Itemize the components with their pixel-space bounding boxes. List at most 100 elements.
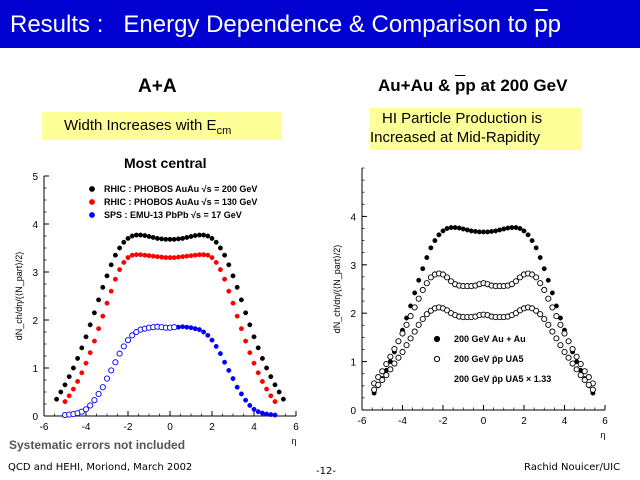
left-data-point — [238, 326, 244, 332]
right-data-point — [529, 238, 535, 244]
right-data-point — [577, 372, 584, 379]
right-legend-entry: 200 GeV p̄p UA5 × 1.33 — [454, 374, 551, 384]
right-data-point — [545, 321, 552, 328]
left-data-point — [268, 374, 274, 380]
left-data-point — [129, 332, 136, 339]
right-data-point — [379, 376, 386, 384]
left-data-point — [205, 252, 211, 258]
left-data-point — [125, 235, 131, 241]
left-data-point — [243, 338, 249, 344]
left-data-point — [75, 378, 81, 384]
right-data-point — [415, 295, 422, 302]
right-data-point — [448, 278, 455, 285]
left-data-point — [100, 313, 106, 319]
left-data-point — [209, 337, 215, 343]
right-data-point — [416, 277, 422, 283]
left-data-point — [142, 233, 148, 238]
left-data-point — [188, 234, 194, 239]
right-data-point — [509, 225, 515, 230]
left-data-point — [117, 245, 123, 251]
right-y-tick-label: 3 — [350, 261, 356, 272]
right-chart: -6 -4 -2 0 2 4 6 0 1 2 3 4 η dN_ch/dη/(⟨N_part⟩/2) 200… — [332, 167, 608, 440]
left-data-point — [133, 252, 139, 258]
left-data-point — [138, 232, 144, 238]
left-data-point — [230, 300, 236, 306]
right-data-point — [436, 232, 442, 238]
right-y-tick-label: 4 — [350, 212, 356, 223]
right-data-point — [516, 274, 524, 281]
left-data-point — [163, 255, 169, 261]
left-data-point — [213, 239, 219, 245]
left-data-point — [247, 350, 253, 356]
right-data-point — [565, 338, 572, 345]
right-x-tick-label: -4 — [398, 416, 407, 427]
left-data-point — [79, 370, 85, 376]
right-legend-entry: 200 GeV Au + Au — [454, 334, 526, 344]
right-data-point — [464, 227, 470, 233]
right-y-tick-label: 0 — [350, 406, 356, 417]
left-data-point — [171, 324, 178, 331]
left-x-tick-label: -4 — [82, 422, 91, 433]
left-series-0 — [54, 232, 286, 402]
left-data-point — [138, 252, 144, 258]
left-data-point — [79, 345, 85, 351]
right-series-2 — [371, 304, 596, 393]
left-data-point — [201, 329, 207, 335]
right-heading-prefix: Au+Au & — [378, 76, 455, 95]
left-y-tick-label: 5 — [32, 172, 38, 183]
left-data-point — [54, 396, 60, 402]
left-data-point — [251, 406, 257, 412]
left-data-point — [100, 284, 106, 290]
left-data-point — [230, 376, 236, 382]
title-right-suffix: p — [547, 11, 561, 38]
right-data-point — [541, 286, 548, 294]
left-data-point — [259, 378, 265, 384]
right-data-point — [512, 278, 519, 285]
left-data-point — [196, 327, 202, 333]
right-data-point — [456, 225, 462, 231]
footer-author: Rachid Nouicer/UIC — [524, 462, 621, 473]
right-data-point — [529, 271, 536, 278]
right-data-point — [460, 226, 466, 232]
left-data-point — [264, 386, 270, 392]
right-legend-entry: 200 GeV p̄p UA5 — [454, 354, 524, 364]
left-data-point — [205, 332, 211, 338]
right-legend-marker — [433, 335, 441, 343]
left-data-point — [217, 245, 223, 251]
right-x-tick-label: 0 — [481, 416, 487, 427]
left-data-point — [108, 367, 115, 374]
right-data-point — [569, 360, 576, 367]
left-data-point — [259, 355, 265, 361]
left-chart-subtitle: Most central — [124, 155, 207, 171]
left-data-point — [272, 399, 278, 405]
left-data-point — [192, 326, 198, 332]
right-x-tick-label: 4 — [562, 416, 568, 427]
left-data-point — [226, 367, 232, 373]
right-data-point — [419, 286, 426, 294]
left-data-point — [184, 234, 190, 240]
left-data-point — [70, 386, 76, 392]
left-x-tick-label: -2 — [124, 422, 133, 433]
left-data-point — [222, 252, 228, 258]
right-data-point — [521, 228, 527, 234]
left-data-point — [180, 235, 186, 241]
left-data-point — [91, 397, 98, 404]
right-data-point — [399, 348, 406, 355]
right-data-point — [553, 335, 560, 342]
left-data-point — [121, 239, 127, 245]
left-data-point — [66, 393, 72, 399]
left-chart: -6 -4 -2 0 2 4 6 0 1 2 3 4 5 η dN_ch/dη/(⟨N_part⟩/2) RH… — [14, 172, 299, 446]
left-data-point — [184, 253, 190, 259]
title-banner: Results : Energy Dependence & Comparison … — [0, 0, 640, 48]
right-data-point — [403, 342, 410, 349]
left-data-point — [146, 253, 152, 259]
right-data-point — [549, 304, 556, 311]
right-data-point — [407, 335, 414, 342]
left-data-point — [103, 375, 111, 382]
left-data-point — [264, 411, 270, 417]
left-data-point — [209, 235, 215, 241]
left-data-point — [247, 322, 253, 328]
right-data-point — [415, 321, 422, 328]
right-data-point — [537, 311, 544, 318]
